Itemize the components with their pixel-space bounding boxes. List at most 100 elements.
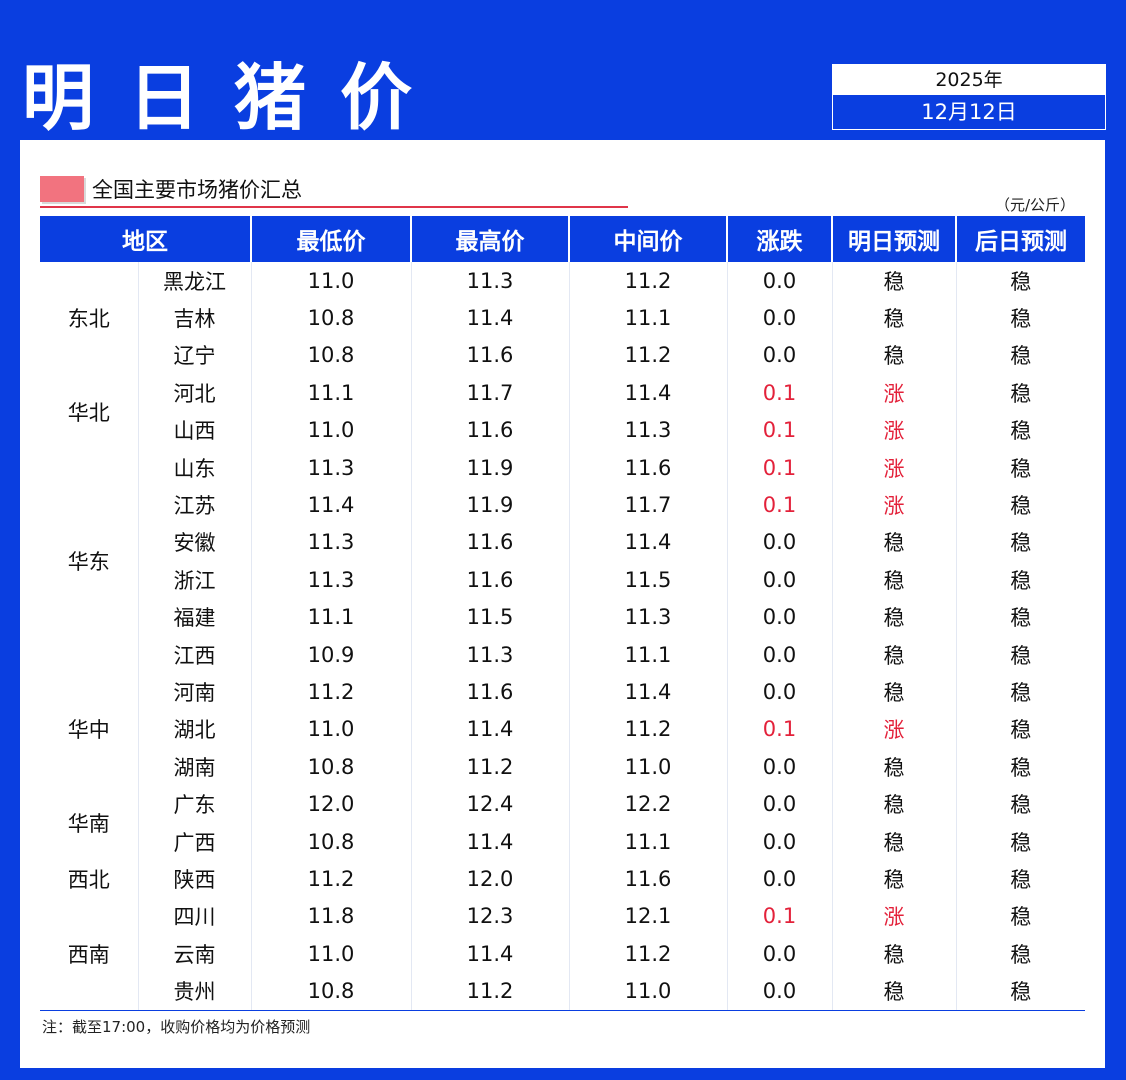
mid-price-cell: 12.1	[569, 897, 728, 936]
col-header-low: 最低价	[251, 216, 412, 262]
high-price-cell: 12.4	[411, 785, 570, 823]
low-price-cell: 10.8	[251, 336, 412, 375]
date-day: 12月12日	[921, 100, 1017, 124]
low-price-cell: 11.2	[251, 860, 412, 898]
after-forecast-cell: 稳	[1010, 905, 1032, 930]
mid-price-cell: 11.5	[569, 561, 728, 599]
tomorrow-forecast-cell: 稳	[832, 972, 957, 1010]
price-table: 地区 最低价 最高价 中间价 涨跌 明日预测 后日预测 东北 黑龙江 11.0 11.…	[40, 216, 1085, 1010]
low-price-cell: 11.1	[251, 598, 412, 636]
region-cell: 华南	[40, 785, 139, 861]
high-price-cell: 11.6	[411, 523, 570, 562]
change-cell: 0.0	[727, 299, 833, 337]
province-cell: 江西	[138, 635, 252, 674]
mid-price-cell: 11.6	[569, 448, 728, 487]
province-cell: 湖北	[138, 710, 252, 749]
change-cell: 0.0	[727, 785, 833, 823]
content-card: 全国主要市场猪价汇总 （元/公斤） 地区 最低价 最高价 中间价 涨跌 明日预测…	[20, 140, 1105, 1068]
low-price-cell: 11.3	[251, 561, 412, 599]
high-price-cell: 12.0	[411, 860, 570, 898]
mid-price-cell: 11.4	[569, 523, 728, 562]
table-row: 湖北 11.0 11.4 11.2 0.1 涨 稳	[40, 710, 1085, 749]
after-forecast-cell: 稳	[1010, 793, 1032, 818]
mid-price-cell: 11.3	[569, 598, 728, 636]
change-cell: 0.0	[727, 972, 833, 1010]
high-price-cell: 11.6	[411, 336, 570, 375]
tomorrow-forecast-cell: 稳	[832, 299, 957, 337]
tomorrow-forecast-cell: 稳	[832, 785, 957, 823]
after-forecast-cell: 稳	[1010, 980, 1032, 1005]
after-forecast-cell: 稳	[1010, 606, 1032, 631]
change-cell: 0.0	[727, 336, 833, 375]
after-forecast-cell: 稳	[1010, 830, 1032, 855]
mid-price-cell: 11.6	[569, 860, 728, 898]
table-row: 安徽 11.3 11.6 11.4 0.0 稳稳	[40, 523, 1085, 562]
low-price-cell: 11.3	[251, 448, 412, 487]
col-header-mid: 中间价	[569, 216, 728, 262]
change-cell: 0.0	[727, 748, 833, 786]
table-row: 浙江 11.3 11.6 11.5 0.0 稳稳	[40, 561, 1085, 599]
change-cell: 0.0	[727, 561, 833, 599]
province-cell: 广西	[138, 822, 252, 861]
table-row: 广西 10.8 11.4 11.1 0.0 稳稳	[40, 822, 1085, 861]
footnote: 注：截至17:00，收购价格均为价格预测	[42, 1018, 311, 1036]
col-header-change: 涨跌	[727, 216, 833, 262]
low-price-cell: 10.8	[251, 299, 412, 337]
high-price-cell: 11.4	[411, 822, 570, 861]
high-price-cell: 11.3	[411, 635, 570, 674]
mid-price-cell: 11.2	[569, 262, 728, 300]
tomorrow-forecast-cell: 涨	[832, 897, 957, 936]
tomorrow-forecast-cell: 稳	[832, 635, 957, 674]
change-cell: 0.1	[727, 374, 833, 412]
tomorrow-forecast-cell: 稳	[832, 598, 957, 636]
table-row: 山西 11.0 11.6 11.3 0.1 涨 稳	[40, 411, 1085, 449]
after-forecast-cell: 稳	[1010, 643, 1032, 668]
low-price-cell: 11.1	[251, 374, 412, 412]
table-row: 云南 11.0 11.4 11.2 0.0 稳稳	[40, 935, 1085, 973]
after-forecast-cell: 稳	[1010, 419, 1032, 444]
province-cell: 云南	[138, 935, 252, 973]
high-price-cell: 11.4	[411, 710, 570, 749]
province-cell: 山东	[138, 448, 252, 487]
change-cell: 0.1	[727, 897, 833, 936]
after-forecast-cell: 稳	[1010, 456, 1032, 481]
high-price-cell: 11.2	[411, 748, 570, 786]
after-forecast-cell: 稳	[1010, 568, 1032, 593]
mid-price-cell: 11.1	[569, 299, 728, 337]
section-header: 全国主要市场猪价汇总	[40, 172, 302, 206]
high-price-cell: 11.6	[411, 561, 570, 599]
tomorrow-forecast-cell: 涨	[832, 374, 957, 412]
col-header-tomorrow: 明日预测	[832, 216, 957, 262]
table-row: 东北 黑龙江 11.0 11.3 11.2 0.0 稳稳	[40, 262, 1085, 375]
table-row: 华东 山东 11.3 11.9 11.6 0.1 涨稳	[40, 448, 1085, 674]
tomorrow-forecast-cell: 稳	[832, 336, 957, 375]
table-row: 辽宁 10.8 11.6 11.2 0.0 稳稳	[40, 336, 1085, 375]
date-year: 2025年	[833, 65, 1105, 95]
low-price-cell: 10.8	[251, 748, 412, 786]
region-cell: 华东	[40, 448, 139, 674]
province-cell: 浙江	[138, 561, 252, 599]
mid-price-cell: 11.1	[569, 822, 728, 861]
after-forecast-cell: 稳	[1010, 867, 1032, 892]
after-forecast-cell: 稳	[1010, 307, 1032, 332]
low-price-cell: 11.0	[251, 935, 412, 973]
tomorrow-forecast-cell: 涨	[832, 448, 957, 487]
tomorrow-forecast-cell: 稳	[832, 860, 957, 898]
province-cell: 安徽	[138, 523, 252, 562]
table-row: 江苏 11.4 11.9 11.7 0.1 涨 稳	[40, 486, 1085, 524]
province-cell: 辽宁	[138, 336, 252, 375]
tomorrow-forecast-cell: 稳	[832, 673, 957, 711]
mid-price-cell: 11.2	[569, 710, 728, 749]
province-cell: 山西	[138, 411, 252, 449]
province-cell: 江苏	[138, 486, 252, 524]
tomorrow-forecast-cell: 稳	[832, 748, 957, 786]
change-cell: 0.0	[727, 673, 833, 711]
table-row: 江西 10.9 11.3 11.1 0.0 稳稳	[40, 635, 1085, 674]
after-forecast-cell: 稳	[1010, 755, 1032, 780]
page-title: 明日猪价	[22, 56, 447, 140]
province-cell: 福建	[138, 598, 252, 636]
low-price-cell: 11.0	[251, 710, 412, 749]
col-header-region: 地区	[40, 216, 252, 262]
table-row: 吉林 10.8 11.4 11.1 0.0 稳稳	[40, 299, 1085, 337]
change-cell: 0.1	[727, 710, 833, 749]
